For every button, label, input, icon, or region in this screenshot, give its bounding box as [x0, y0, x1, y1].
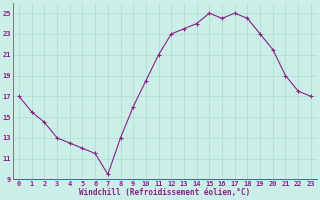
X-axis label: Windchill (Refroidissement éolien,°C): Windchill (Refroidissement éolien,°C)	[79, 188, 251, 197]
